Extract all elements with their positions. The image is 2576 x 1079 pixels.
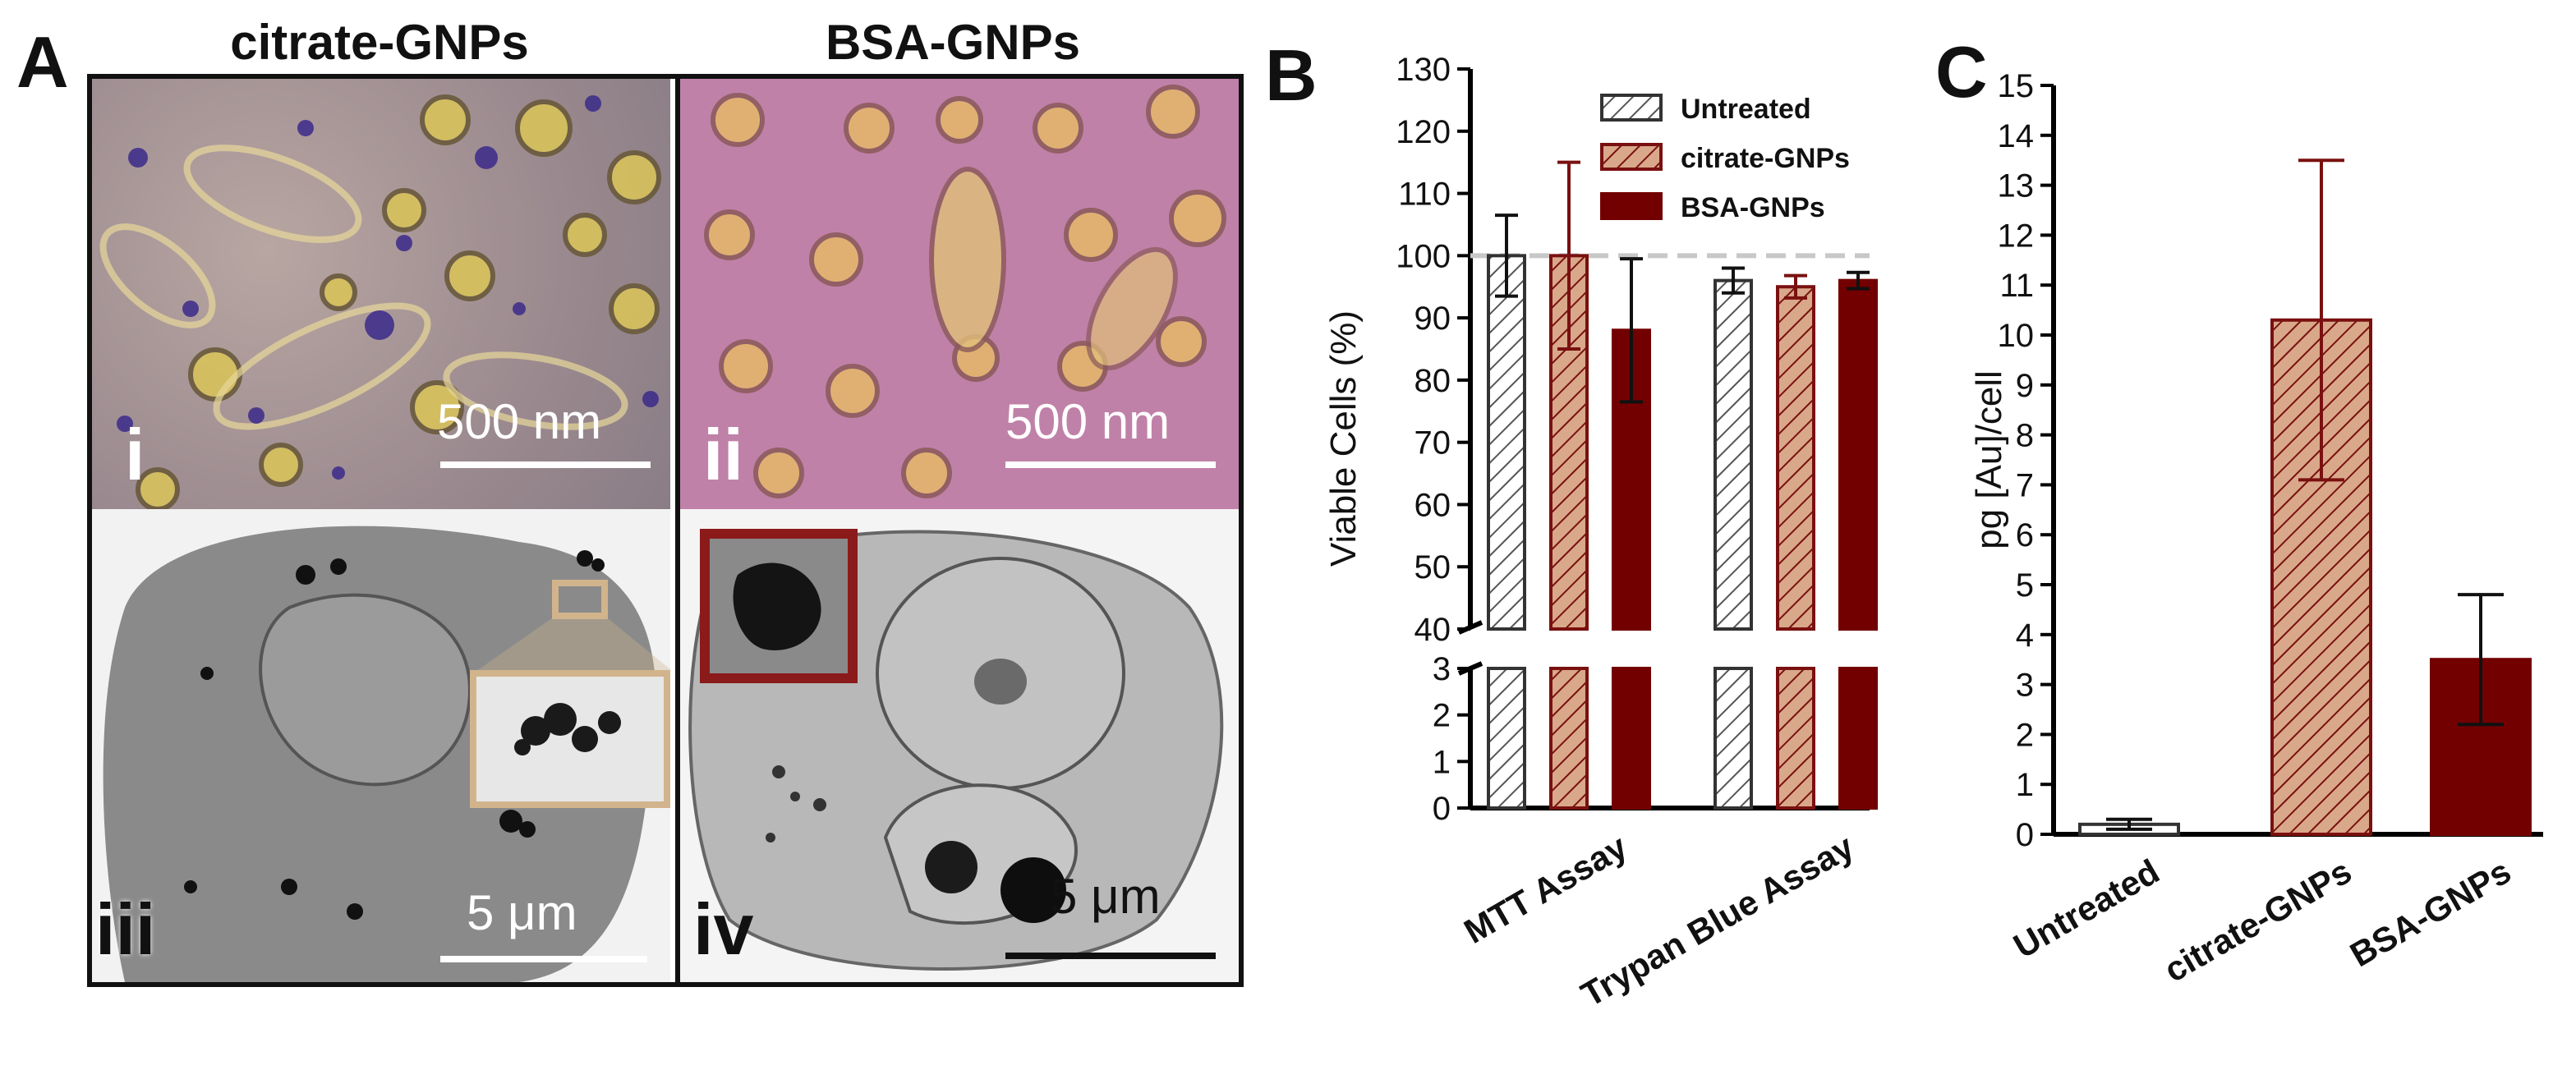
chart-c-y-tick-label: 9 <box>2016 368 2034 404</box>
micrograph-ii-scale-bar <box>1005 461 1216 468</box>
chart-b-y-tick-label: 90 <box>1414 301 1451 337</box>
chart-b-legend-swatch-citrate <box>1600 143 1663 171</box>
chart-c-y-tick-label: 3 <box>2016 668 2034 704</box>
chart-c-y-tick-label: 13 <box>1998 168 2035 204</box>
chart-c-y-tick-label: 0 <box>2016 817 2034 853</box>
chart-c-y-axis-title: pg [Au]/cell <box>1969 370 2009 549</box>
micrograph-iv-cell <box>688 529 1224 971</box>
micrograph-iv: iv 5 μm <box>675 509 1239 982</box>
chart-b-legend-swatch-untreated <box>1600 94 1663 122</box>
chart-b-bar-bsa-lower <box>1838 667 1878 810</box>
micrograph-grid: i 500 nm ii 500 nm <box>87 74 1244 987</box>
panel-b-letter: B <box>1265 36 1318 117</box>
chart-c-y-tick-label: 12 <box>1998 218 2035 254</box>
chart-c-y-tick-label: 2 <box>2016 717 2034 753</box>
chart-c-y-tick-label: 15 <box>1998 68 2035 104</box>
chart-c-y-tick-label: 8 <box>2016 418 2034 454</box>
chart-b-bar-citrate-lower <box>1776 667 1815 810</box>
micrograph-ii: ii 500 nm <box>675 79 1239 509</box>
chart-c-x-tick-label: BSA-GNPs <box>2344 852 2517 974</box>
chart-b-y-axis-title: Viable Cells (%) <box>1323 310 1364 567</box>
chart-b-y-tick-label: 100 <box>1396 238 1451 274</box>
chart-b-y-tick-label: 130 <box>1396 52 1451 88</box>
chart-b-y-tick-label: 40 <box>1414 612 1451 648</box>
chart-b-y-tick-label: 80 <box>1414 363 1451 399</box>
chart-b-bar-untreated <box>1714 278 1753 631</box>
chart-b-bar-untreated-lower <box>1487 667 1526 810</box>
chart-b-y-tick-label: 60 <box>1414 487 1451 523</box>
chart-c-y-tick-label: 4 <box>2016 618 2034 654</box>
micrograph-iii-label: iii <box>95 890 156 971</box>
chart-b-bar-untreated <box>1487 254 1526 631</box>
column-title-bsa: BSA-GNPs <box>825 16 1081 71</box>
chart-b-y-tick-label: 70 <box>1414 425 1451 461</box>
chart-b-bar-citrate <box>1776 285 1815 631</box>
micrograph-i-scale-text: 500 nm <box>437 396 602 450</box>
micrograph-i: i 500 nm <box>92 79 670 509</box>
chart-b-y-tick-label: 110 <box>1398 177 1451 213</box>
chart-b-legend-label-citrate: citrate-GNPs <box>1681 143 1850 174</box>
chart-b-legend-label-untreated: Untreated <box>1681 94 1811 125</box>
micrograph-iii-scale-text: 5 μm <box>467 887 577 941</box>
micrograph-i-label: i <box>125 416 145 496</box>
micrograph-ii-label: ii <box>703 416 743 496</box>
chart-b-bar-bsa <box>1838 278 1878 631</box>
micrograph-ii-scale-text: 500 nm <box>1005 396 1171 450</box>
micrograph-iv-scale-text: 5 μm <box>1050 870 1161 925</box>
chart-b-legend-swatch-bsa <box>1600 192 1663 220</box>
chart-c-y-tick-label: 1 <box>2016 767 2034 803</box>
chart-c-y-tick-label: 14 <box>1998 118 2035 154</box>
chart-b-bar-citrate-lower <box>1549 667 1589 810</box>
chart-b-y-tick-label: 120 <box>1396 114 1451 150</box>
chart-c-y-tick-label: 10 <box>1998 318 2035 354</box>
chart-c-y-tick-label: 6 <box>2016 517 2034 553</box>
chart-b-bar-bsa-lower <box>1612 667 1651 810</box>
panel-c-letter: C <box>1935 33 1988 113</box>
micrograph-iii: iii 5 μm <box>92 509 670 982</box>
micrograph-iv-scale-bar <box>1005 953 1216 959</box>
chart-c-y-tick-label: 7 <box>2016 467 2034 503</box>
column-title-citrate: citrate-GNPs <box>230 16 529 71</box>
chart-c-x-tick-label: citrate-GNPs <box>2158 852 2358 989</box>
chart-b-y-tick-label: 0 <box>1433 791 1451 827</box>
chart-b-bar-untreated-lower <box>1714 667 1753 810</box>
chart-b-y-tick-label: 2 <box>1433 698 1451 734</box>
micrograph-i-scale-bar <box>440 461 651 468</box>
chart-b-y-tick-label: 50 <box>1414 549 1451 585</box>
micrograph-ii-cells <box>704 85 1226 498</box>
chart-c-x-tick-label: Untreated <box>2007 852 2165 966</box>
micrograph-i-cells <box>99 94 661 509</box>
micrograph-iii-scale-bar <box>440 956 647 962</box>
chart-b-y-tick-label: 3 <box>1433 651 1451 687</box>
chart-b-legend-label-bsa: BSA-GNPs <box>1681 192 1825 223</box>
micrograph-iv-label: iv <box>693 890 754 971</box>
chart-c-y-tick-label: 5 <box>2016 567 2034 604</box>
chart-c-y-tick-label: 11 <box>1999 268 2034 304</box>
micrograph-iii-cell <box>103 526 670 982</box>
chart-b-y-tick-label: 1 <box>1433 744 1451 780</box>
chart-b-x-tick-label: MTT Assay <box>1457 827 1634 951</box>
panel-a-letter: A <box>16 23 69 103</box>
